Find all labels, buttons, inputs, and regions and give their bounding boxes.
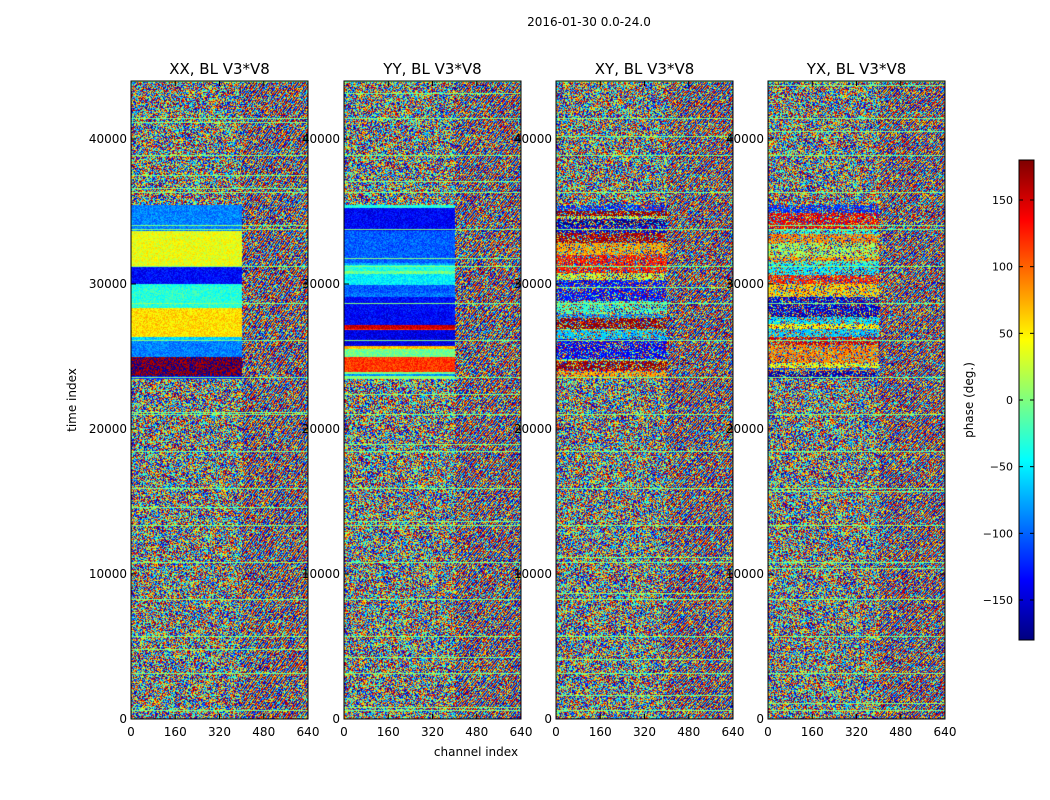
panel-yy: YY, BL V3*V8 0 160 320 480 640 0 10000 20000 3000… xyxy=(302,60,533,739)
y-tick-label: 40000 xyxy=(89,132,127,146)
y-tick-label: 0 xyxy=(544,712,552,726)
colorbar-tick-label: 100 xyxy=(992,261,1013,274)
x-tick-label: 160 xyxy=(801,725,824,739)
y-tick-label: 20000 xyxy=(89,422,127,436)
y-tick-label: 20000 xyxy=(514,422,552,436)
colorbar-tick-label: −100 xyxy=(983,527,1013,540)
y-tick-label: 30000 xyxy=(726,277,764,291)
x-tick-label: 160 xyxy=(164,725,187,739)
panel-xx: XX, BL V3*V8 0 160 320 480 640 0 10000 20000 3000… xyxy=(89,60,320,739)
y-tick-label: 10000 xyxy=(726,567,764,581)
x-tick-label: 0 xyxy=(552,725,560,739)
y-tick-label: 20000 xyxy=(302,422,340,436)
phase-heatmap-yx xyxy=(768,81,945,719)
x-tick-label: 0 xyxy=(764,725,772,739)
figure-suptitle: 2016-01-30 0.0-24.0 xyxy=(527,15,651,29)
panel-title: YY, BL V3*V8 xyxy=(382,60,481,78)
x-tick-label: 320 xyxy=(421,725,444,739)
colorbar-tick-label: −150 xyxy=(983,594,1013,607)
colorbar: 150 100 50 0 −50 −100 −150 phase (deg.) xyxy=(962,159,1035,641)
x-tick-label: 0 xyxy=(340,725,348,739)
x-tick-label: 480 xyxy=(465,725,488,739)
x-tick-label: 0 xyxy=(127,725,135,739)
panel-xy: XY, BL V3*V8 0 160 320 480 640 0 10000 20000 3000… xyxy=(514,60,745,739)
x-tick-label: 320 xyxy=(633,725,656,739)
colorbar-tick-label: 0 xyxy=(1006,394,1013,407)
y-tick-label: 30000 xyxy=(514,277,552,291)
phase-heatmap-yy xyxy=(344,81,521,719)
x-tick-label: 480 xyxy=(889,725,912,739)
phase-heatmap-xy xyxy=(556,81,733,719)
y-tick-label: 30000 xyxy=(302,277,340,291)
y-tick-label: 40000 xyxy=(726,132,764,146)
panel-title: XY, BL V3*V8 xyxy=(595,60,695,78)
x-tick-label: 160 xyxy=(377,725,400,739)
panels-group: XX, BL V3*V8 0 160 320 480 640 0 10000 20000 3000… xyxy=(65,60,956,759)
colorbar-tick-label: 150 xyxy=(992,194,1013,207)
colorbar-tick-label: −50 xyxy=(990,461,1013,474)
x-axis-label: channel index xyxy=(434,745,518,759)
x-tick-label: 320 xyxy=(845,725,868,739)
y-tick-label: 30000 xyxy=(89,277,127,291)
phase-heatmap-xx xyxy=(131,81,308,719)
x-tick-label: 640 xyxy=(934,725,957,739)
y-tick-label: 10000 xyxy=(302,567,340,581)
y-tick-label: 10000 xyxy=(89,567,127,581)
panel-title: YX, BL V3*V8 xyxy=(806,60,907,78)
y-axis-label: time index xyxy=(65,368,79,432)
y-tick-label: 40000 xyxy=(514,132,552,146)
y-tick-label: 10000 xyxy=(514,567,552,581)
y-tick-label: 40000 xyxy=(302,132,340,146)
x-tick-label: 160 xyxy=(589,725,612,739)
x-tick-label: 640 xyxy=(510,725,533,739)
x-tick-label: 640 xyxy=(297,725,320,739)
panel-title: XX, BL V3*V8 xyxy=(169,60,270,78)
y-tick-label: 0 xyxy=(332,712,340,726)
y-tick-label: 0 xyxy=(119,712,127,726)
x-tick-label: 480 xyxy=(252,725,275,739)
colorbar-tick-label: 50 xyxy=(999,327,1013,340)
panel-yx: YX, BL V3*V8 0 160 320 480 640 0 10000 20000 3000… xyxy=(726,60,957,739)
colorbar-label: phase (deg.) xyxy=(962,362,976,438)
x-tick-label: 640 xyxy=(722,725,745,739)
x-tick-label: 320 xyxy=(208,725,231,739)
x-tick-label: 480 xyxy=(677,725,700,739)
y-tick-label: 20000 xyxy=(726,422,764,436)
y-tick-label: 0 xyxy=(756,712,764,726)
